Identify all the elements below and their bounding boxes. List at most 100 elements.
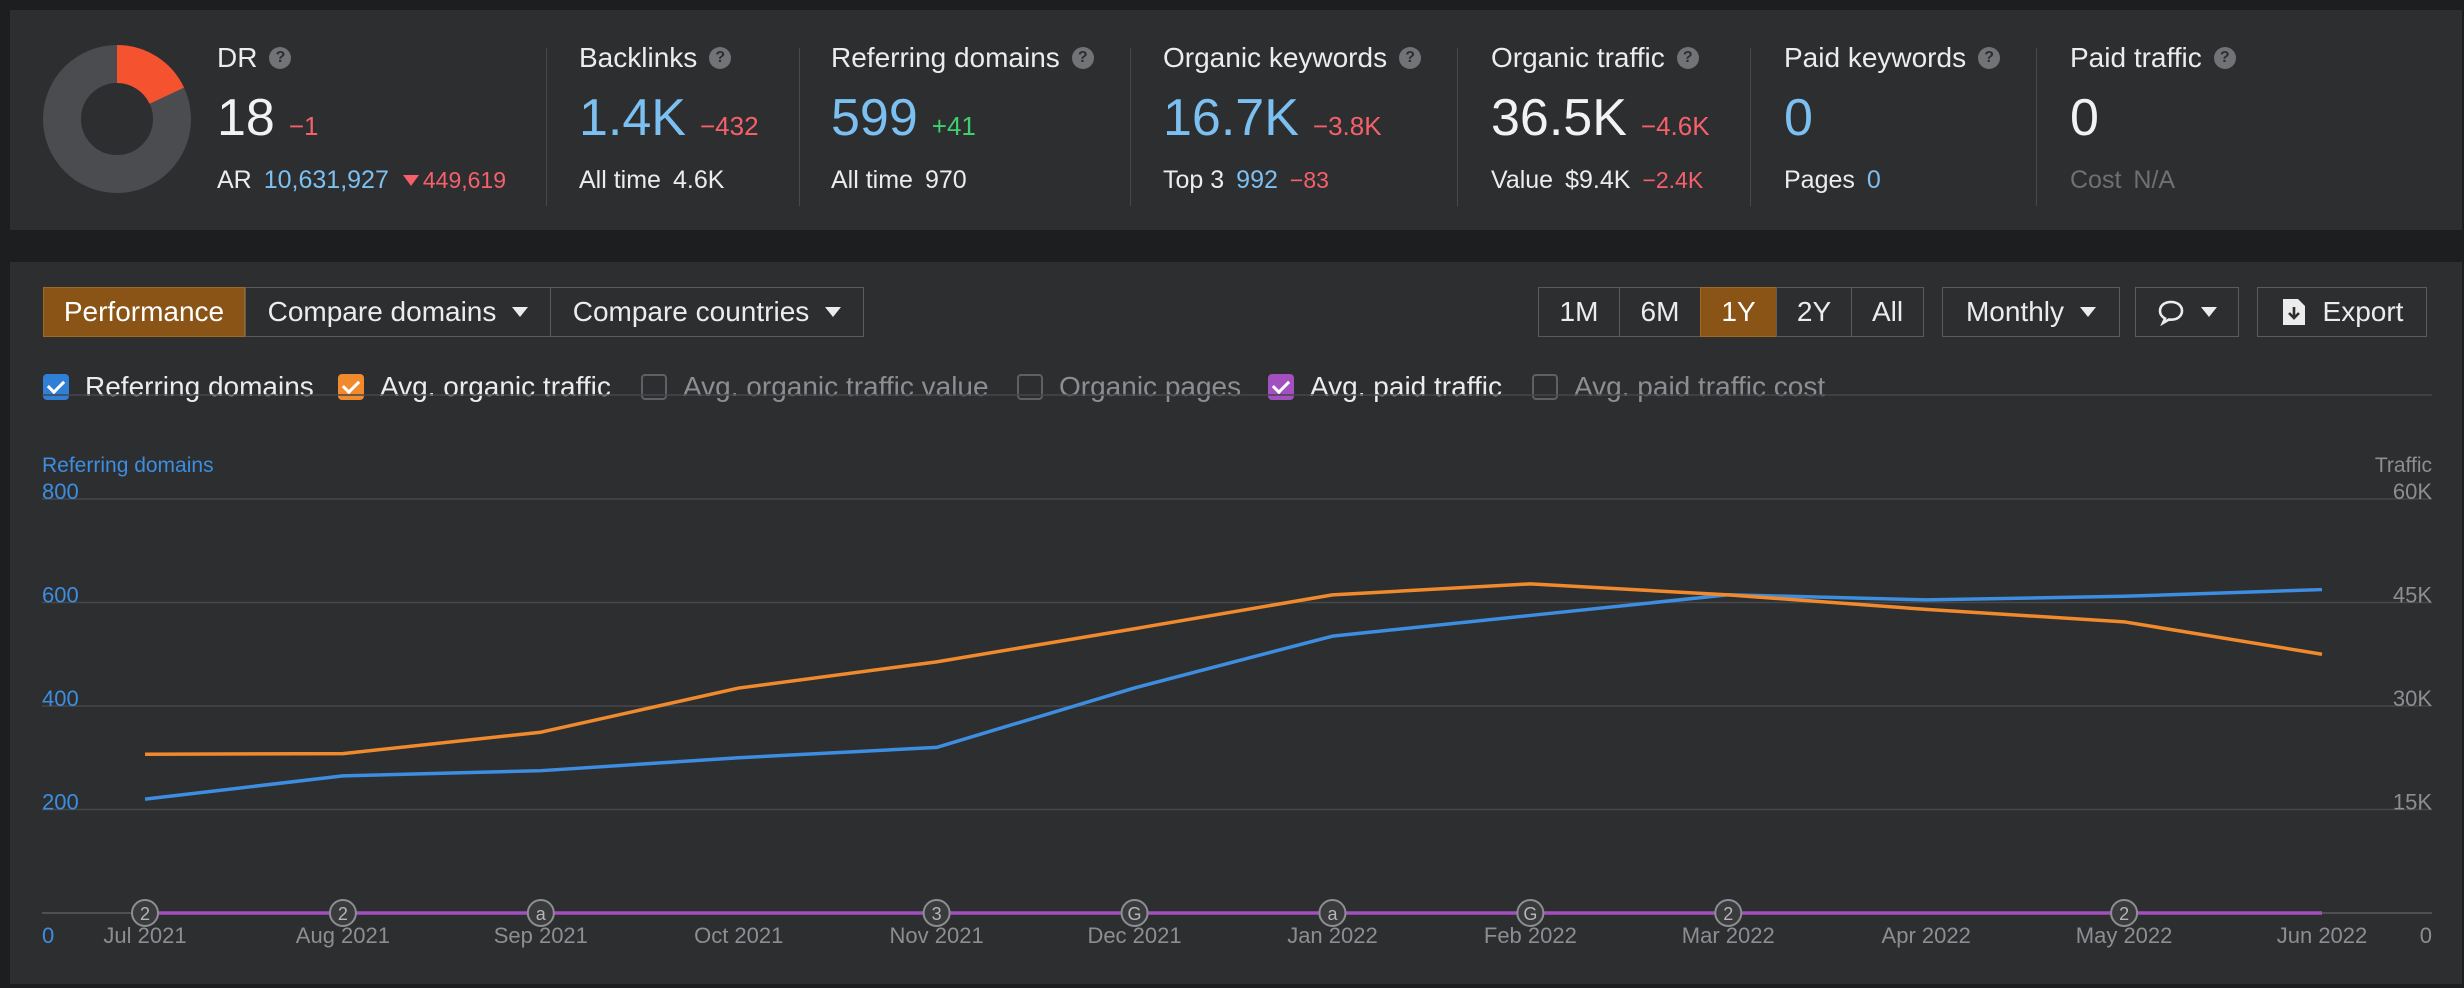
range-all-button[interactable]: All (1851, 287, 1924, 337)
sub-label: All time (831, 166, 913, 194)
toggle-avg-organic-traffic-value[interactable]: Avg. organic traffic value (641, 369, 989, 405)
toggle-organic-pages[interactable]: Organic pages (1017, 369, 1241, 405)
ar-delta: 449,619 (422, 167, 506, 193)
annotation-marker (1714, 899, 1743, 927)
x-tick-label: Jul 2021 (103, 923, 186, 948)
help-icon[interactable]: ? (1399, 47, 1422, 69)
toggle-referring-domains[interactable]: Referring domains (43, 369, 314, 405)
sub-value[interactable]: 0 (1866, 166, 1881, 194)
x-tick-label: Mar 2022 (1682, 923, 1775, 948)
toggle-label: Avg. paid traffic (1310, 371, 1502, 402)
sub-delta: −2.4K (1642, 167, 1704, 193)
toggle-label: Referring domains (85, 371, 314, 402)
annotation-label: G (1523, 904, 1537, 924)
annotation-marker (922, 899, 951, 927)
x-tick-label: Jan 2022 (1287, 923, 1378, 948)
help-icon[interactable]: ? (1676, 47, 1699, 69)
left-tick-label: 400 (42, 686, 79, 711)
annotation-label: 2 (140, 904, 150, 924)
metric-title: DR (217, 42, 258, 73)
checkbox-icon[interactable] (1017, 374, 1043, 400)
help-icon[interactable]: ? (1978, 47, 2001, 69)
range-label: 1Y (1721, 296, 1756, 327)
metric-title: Backlinks (579, 42, 698, 73)
caret-down-icon (2201, 307, 2217, 317)
compare-domains-dropdown[interactable]: Compare domains (245, 287, 551, 337)
metric-title: Organic traffic (1491, 42, 1665, 73)
annotation-marker (1318, 899, 1347, 927)
caret-down-icon (825, 307, 842, 317)
ar-label: AR (217, 166, 252, 194)
sub-label: Top 3 (1163, 166, 1225, 194)
tab-label: Compare countries (572, 296, 810, 327)
checkbox-icon[interactable] (1532, 374, 1558, 400)
metric-value[interactable]: 0 (1784, 89, 1813, 147)
checkbox-icon[interactable] (1268, 374, 1294, 400)
dr-donut-arc (43, 45, 191, 193)
dr-donut-chart (43, 45, 191, 193)
left-tick-label: 800 (42, 479, 79, 504)
annotations-dropdown[interactable] (2135, 287, 2239, 337)
checkbox-icon[interactable] (43, 374, 69, 400)
range-1m-button[interactable]: 1M (1538, 287, 1620, 337)
interval-dropdown[interactable]: Monthly (1942, 287, 2120, 337)
checkbox-icon[interactable] (641, 374, 667, 400)
help-icon[interactable]: ? (1071, 47, 1094, 69)
x-tick-label: Apr 2022 (1882, 923, 1971, 948)
checkbox-icon[interactable] (338, 374, 364, 400)
annotation-label: 2 (1723, 904, 1733, 924)
metric-title: Paid traffic (2070, 42, 2202, 73)
x-tick-label: Aug 2021 (296, 923, 390, 948)
metric-delta: +41 (931, 111, 976, 141)
caret-down-icon (512, 307, 529, 317)
divider (1130, 48, 1131, 206)
metric-delta: −1 (288, 111, 319, 141)
divider (799, 48, 800, 206)
range-6m-button[interactable]: 6M (1619, 287, 1701, 337)
metric-value[interactable]: 599 (831, 89, 918, 147)
sub-delta: −83 (1289, 167, 1329, 193)
toggle-avg-organic-traffic[interactable]: Avg. organic traffic (338, 369, 611, 405)
caret-down-icon (2080, 307, 2097, 317)
x-tick-label: Oct 2021 (694, 923, 783, 948)
help-icon[interactable]: ? (709, 47, 732, 69)
left-axis-title: Referring domains (42, 454, 214, 477)
annotation-marker (526, 899, 555, 927)
toggle-label: Avg. organic traffic (380, 371, 611, 402)
metric-delta: −4.6K (1640, 111, 1710, 141)
help-icon[interactable]: ? (269, 47, 292, 69)
export-button[interactable]: Export (2257, 287, 2427, 337)
sub-value: N/A (2133, 166, 2176, 194)
range-2y-button[interactable]: 2Y (1776, 287, 1852, 337)
annotation-marker (2110, 899, 2139, 927)
metric-value: 18 (217, 89, 275, 147)
x-tick-label: Dec 2021 (1087, 923, 1181, 948)
annotation-marker (131, 899, 159, 927)
performance-panel: Performance Compare domains Compare coun… (10, 262, 2462, 984)
metric-delta: −3.8K (1312, 111, 1382, 141)
metric-title: Organic keywords (1163, 42, 1388, 73)
x-tick-label: Nov 2021 (890, 923, 984, 948)
annotation-marker (328, 899, 357, 927)
right-tick-label: 45K (2393, 583, 2432, 608)
annotation-label: 3 (932, 904, 942, 924)
toggle-avg-paid-traffic-cost[interactable]: Avg. paid traffic cost (1532, 369, 1825, 405)
range-1y-button[interactable]: 1Y (1700, 287, 1777, 337)
metric-value[interactable]: 16.7K (1163, 89, 1299, 147)
divider (1457, 48, 1458, 206)
ar-value[interactable]: 10,631,927 (263, 166, 389, 194)
x-tick-label: Jun 2022 (2277, 923, 2368, 948)
tab-performance[interactable]: Performance (43, 287, 245, 337)
annotation-label: a (536, 904, 547, 924)
sub-label: All time (579, 166, 661, 194)
help-icon[interactable]: ? (2213, 47, 2236, 69)
toggle-avg-paid-traffic[interactable]: Avg. paid traffic (1268, 369, 1502, 405)
metrics-bar: DR? 18 −1 AR 10,631,927 449,619 Backlinks? … (10, 10, 2462, 230)
range-label: 6M (1640, 296, 1680, 327)
metric-value[interactable]: 1.4K (579, 89, 686, 147)
right-tick-label: 15K (2393, 790, 2432, 815)
metric-title: Paid keywords (1784, 42, 1967, 73)
sub-value[interactable]: 992 (1236, 166, 1278, 194)
compare-countries-dropdown[interactable]: Compare countries (550, 287, 864, 337)
right-tick-label: 30K (2393, 686, 2432, 711)
